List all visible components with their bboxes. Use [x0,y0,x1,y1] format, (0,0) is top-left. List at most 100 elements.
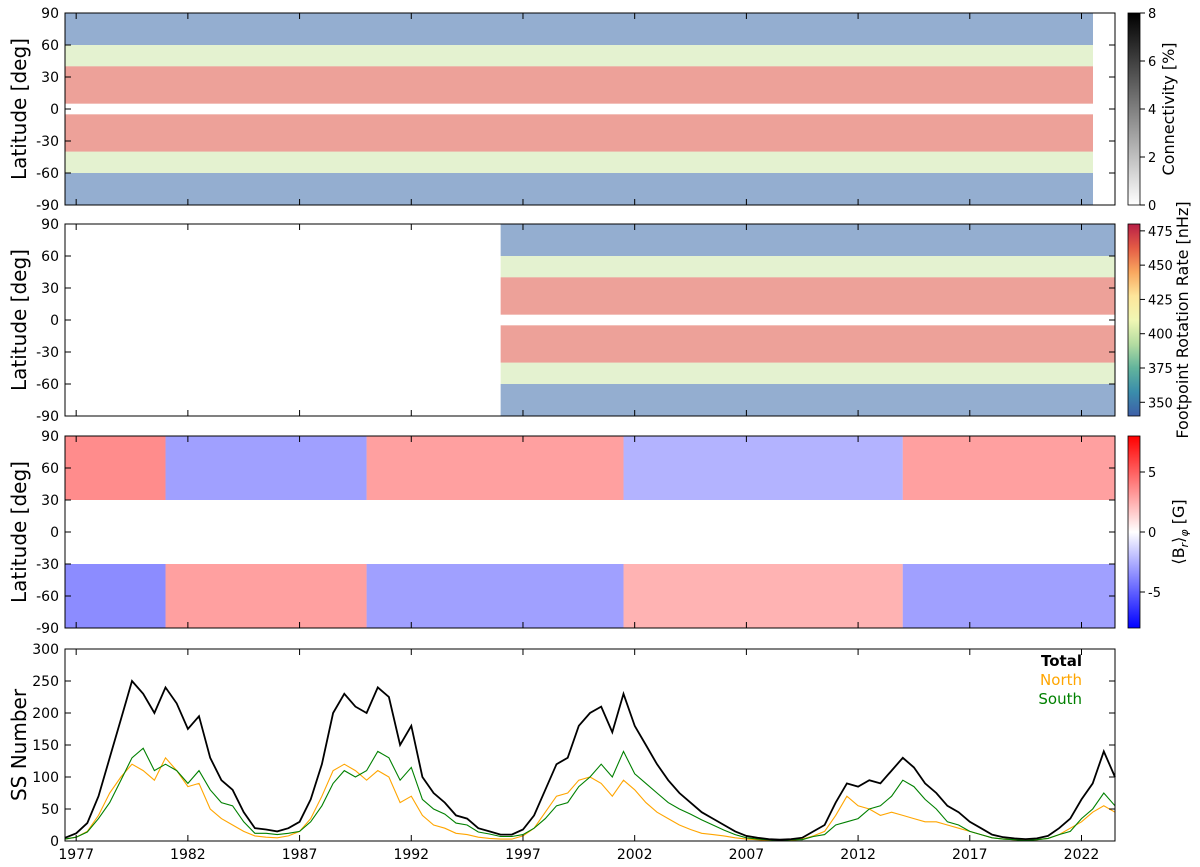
panel1-heatmap [65,13,1093,205]
panel4-xtick-label: 1987 [282,847,318,863]
colorbar-connectivity-label: 4 [1148,103,1156,118]
panel2-ytick-label: 0 [50,313,59,329]
legend-south: South [1038,690,1082,708]
panel3-south-segment [623,564,903,628]
panel3-x-ticks [75,436,1082,628]
panel4-y-ticks: 0 50 100 150 200 250 300 [32,642,1115,850]
colorbar-connectivity [1127,12,1141,206]
panel4-ytick-label: 100 [32,770,59,786]
panel1-y-ticks: 90 60 30 0 -30 -60 -90 [36,6,1115,214]
panel2-ytick-label: -90 [36,409,59,425]
panel2-x-ticks [75,224,1082,416]
panel2-heatmap [500,224,1115,416]
legend-north: North [1040,671,1082,689]
panel2-band [500,325,1115,363]
panel3-ytick-label: 60 [41,461,59,477]
panel1-ytick-label: -30 [36,134,59,150]
panel1-band [65,66,1093,104]
colorbar-rotation-rate-label: 375 [1148,362,1173,377]
panel4-ytick-label: 0 [50,834,59,850]
panel1-band [65,45,1093,67]
panel1-ytick-label: 0 [50,102,59,118]
panel4-xtick-label: 2012 [840,847,876,863]
panel4-xtick-label: 1992 [393,847,429,863]
panel2-ytick-label: -30 [36,345,59,361]
legend-total: Total [1041,652,1082,670]
panel3-north-segment [165,436,367,500]
panel4-x-ticks: 1977 1982 1987 1992 1997 2002 2007 2012 2017 2022 [58,649,1099,863]
colorbar-connectivity-label: 6 [1148,55,1156,70]
panel2-y-ticks: 90 60 30 0 -30 -60 -90 [36,217,1115,425]
colorbar-rotation-rate [1127,223,1141,417]
panel4-xtick-label: 2007 [729,847,765,863]
panel4-ytick-label: 50 [41,802,59,818]
cb3-label-unit: [G] [1169,499,1188,529]
panel1-band [65,114,1093,152]
panel1-band [65,151,1093,173]
panel4-xtick-label: 2022 [1064,847,1100,863]
panel2-ytick-label: 30 [41,281,59,297]
panel1-ylabel: Latitude [deg] [7,38,31,180]
cb3-label-main: ⟨B [1169,547,1188,564]
panel1-ytick-label: 60 [41,38,59,54]
cb3-label-mid: ⟩ [1169,537,1188,543]
panel4-background [65,649,1115,841]
panel3-ytick-label: -30 [36,557,59,573]
colorbar-connectivity-ticks: 0 2 4 6 8 [1140,7,1156,214]
panel3-ytick-label: -60 [36,589,59,605]
panel2-ytick-label: -60 [36,377,59,393]
panel-magnetic-field: 90 60 30 0 -30 -60 -90 Latitude [deg] -5 0 5 ⟨Br… [7,429,1191,637]
colorbar-rotation-rate-ticks: 350 375 400 425 450 475 [1140,225,1173,411]
panel-sunspot-number: 0 50 100 150 200 250 300 1977 1982 1987 1992 1997 2… [7,642,1116,863]
panel2-ytick-label: 60 [41,249,59,265]
colorbar-connectivity-label: 0 [1148,199,1156,214]
panel3-ytick-label: 0 [50,525,59,541]
series-line-south [64,747,1116,841]
colorbar-connectivity-label: 2 [1148,151,1156,166]
panel1-ytick-label: -90 [36,198,59,214]
series-line-total [64,679,1116,841]
panel1-x-ticks [75,13,1082,205]
panel4-xtick-label: 1982 [170,847,206,863]
panel1-ytick-label: 30 [41,70,59,86]
panel-rotation-rate: 90 60 30 0 -30 -60 -90 Latitude [deg] 350 375 40… [7,201,1192,438]
colorbar-connectivity-label: 8 [1148,7,1156,22]
panel3-ytick-label: -90 [36,621,59,637]
panel3-ytick-label: 30 [41,493,59,509]
colorbar-rotation-rate-label: Footpoint Rotation Rate [nHz] [1173,201,1192,438]
panel3-y-ticks: 90 60 30 0 -30 -60 -90 [36,429,1115,637]
panel2-band [500,277,1115,315]
colorbar-magnetic-field-label: -5 [1148,586,1161,601]
colorbar-magnetic-field-label: 5 [1148,466,1156,481]
panel2-ytick-label: 90 [41,217,59,233]
panel2-band [500,384,1115,416]
panel3-north-segment [902,436,1115,500]
panel1-ytick-label: -60 [36,166,59,182]
panel4-xtick-label: 1977 [58,847,94,863]
colorbar-rotation-rate-label: 475 [1148,225,1173,240]
panel1-band [65,13,1093,45]
colorbar-rotation-rate-label: 450 [1148,259,1173,274]
cb3-label-sub1: r [1178,541,1191,547]
legend: Total North South [1038,652,1082,708]
colorbar-rotation-rate-label: 350 [1148,396,1173,411]
colorbar-magnetic-field-label: 0 [1148,526,1156,541]
colorbar-magnetic-field [1127,435,1141,629]
panel4-ylabel: SS Number [7,688,31,801]
cb3-label-sub2: φ [1178,529,1191,537]
colorbar-magnetic-field-label: ⟨Br⟩φ [G] [1169,499,1191,564]
panel1-band [65,173,1093,205]
panel3-north-segment [623,436,903,500]
panel3-ytick-label: 90 [41,429,59,445]
panel4-ytick-label: 200 [32,706,59,722]
panel4-xtick-label: 1997 [505,847,541,863]
panel3-heatmap [65,436,1115,628]
panel2-ylabel: Latitude [deg] [7,249,31,391]
panel4-ytick-label: 300 [32,642,59,658]
panel4-ytick-label: 250 [32,674,59,690]
panel2-band [500,256,1115,278]
panel-connectivity: 90 60 30 0 -30 -60 -90 Latitude [deg] 0 2 4 6 8 Co… [7,6,1178,214]
panel3-south-segment [902,564,1115,628]
colorbar-connectivity-label: Connectivity [%] [1159,42,1178,175]
